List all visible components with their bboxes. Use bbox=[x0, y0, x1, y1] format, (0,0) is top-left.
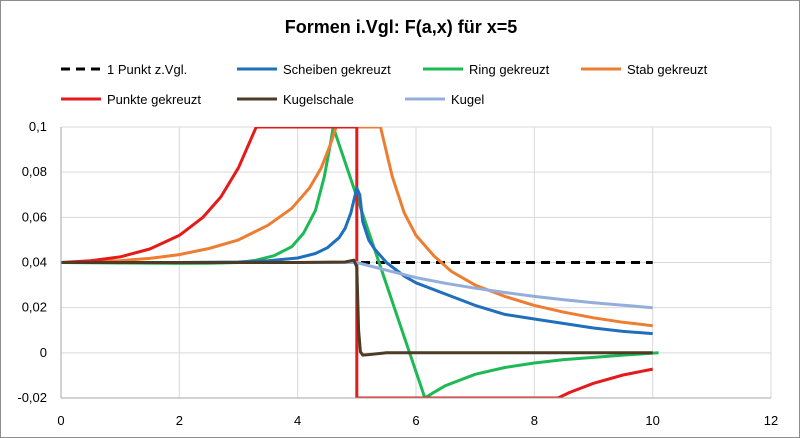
series-line-stab-gekreuzt bbox=[61, 127, 653, 328]
y-tick-label: 0,06 bbox=[22, 209, 47, 224]
y-tick-label: -0,02 bbox=[17, 390, 47, 405]
legend-label: Kugelschale bbox=[283, 92, 354, 107]
legend-label: Scheiben gekreuzt bbox=[283, 62, 391, 77]
x-tick-label: 0 bbox=[57, 413, 64, 428]
x-tick-label: 10 bbox=[645, 413, 659, 428]
y-tick-label: 0,04 bbox=[22, 255, 47, 270]
y-tick-label: 0,1 bbox=[29, 119, 47, 134]
y-tick-label: 0 bbox=[40, 345, 47, 360]
legend-label: Stab gekreuzt bbox=[627, 62, 708, 77]
x-tick-label: 2 bbox=[176, 413, 183, 428]
x-tick-label: 4 bbox=[294, 413, 301, 428]
chart-title: Formen i.Vgl: F(a,x) für x=5 bbox=[285, 17, 518, 37]
x-tick-label: 6 bbox=[412, 413, 419, 428]
legend-label: 1 Punkt z.Vgl. bbox=[107, 62, 187, 77]
legend-label: Ring gekreuzt bbox=[469, 62, 550, 77]
series-line-punkte-gekreuzt bbox=[61, 127, 653, 398]
legend: 1 Punkt z.Vgl. Scheiben gekreuzt Ring gekr… bbox=[61, 62, 708, 107]
series-line-kugelschale bbox=[61, 258, 653, 357]
x-tick-label: 8 bbox=[531, 413, 538, 428]
y-tick-label: 0,08 bbox=[22, 164, 47, 179]
series-line-scheiben-gekreuzt bbox=[61, 186, 653, 336]
x-tick-label: 12 bbox=[764, 413, 778, 428]
legend-label: Kugel bbox=[451, 92, 484, 107]
axes: 0 2 4 6 8 10 12 -0,02 0 0,02 0,04 0,06 0,08 0,1 bbox=[17, 119, 778, 428]
y-tick-label: 0,02 bbox=[22, 300, 47, 315]
plot-area bbox=[61, 127, 659, 398]
legend-label: Punkte gekreuzt bbox=[107, 92, 201, 107]
